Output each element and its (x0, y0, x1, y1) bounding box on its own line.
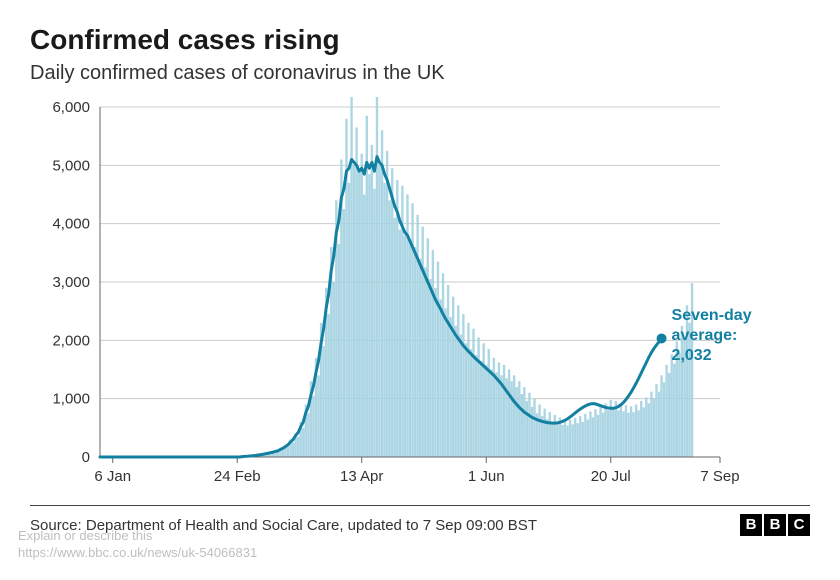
chart-svg: 0 1,000 2,000 3,000 4,000 5,000 6,000 6 Jan 24 F… (30, 97, 810, 497)
svg-text:6 Jan: 6 Jan (94, 468, 131, 485)
svg-text:3,000: 3,000 (52, 274, 90, 291)
bbc-logo: B B C (740, 514, 810, 536)
chart-area: 0 1,000 2,000 3,000 4,000 5,000 6,000 6 Jan 24 F… (30, 97, 810, 497)
chart-title: Confirmed cases rising (30, 24, 810, 56)
svg-text:1,000: 1,000 (52, 391, 90, 408)
svg-text:2,000: 2,000 (52, 332, 90, 349)
svg-text:4,000: 4,000 (52, 216, 90, 233)
annotation-line1: Seven-day (672, 307, 752, 324)
bbc-c: C (788, 514, 810, 536)
svg-text:6,000: 6,000 (52, 99, 90, 116)
endpoint-annotation: Seven-day average: 2,032 (672, 306, 752, 366)
svg-text:20 Jul: 20 Jul (591, 468, 631, 485)
bbc-b1: B (740, 514, 762, 536)
overlay-line2: https://www.bbc.co.uk/news/uk-54066831 (18, 545, 257, 560)
chart-container: Confirmed cases rising Daily confirmed c… (0, 0, 840, 536)
svg-text:24 Feb: 24 Feb (214, 468, 261, 485)
bbc-b2: B (764, 514, 786, 536)
chart-subtitle: Daily confirmed cases of coronavirus in … (30, 62, 810, 85)
svg-text:7 Sep: 7 Sep (700, 468, 739, 485)
annotation-line2: average: (672, 327, 738, 344)
svg-text:5,000: 5,000 (52, 157, 90, 174)
svg-text:1 Jun: 1 Jun (468, 468, 505, 485)
svg-text:0: 0 (82, 449, 90, 466)
svg-text:13 Apr: 13 Apr (340, 468, 383, 485)
source-text: Source: Department of Health and Social … (30, 517, 537, 534)
footer: Source: Department of Health and Social … (30, 505, 810, 536)
annotation-value: 2,032 (672, 347, 712, 364)
